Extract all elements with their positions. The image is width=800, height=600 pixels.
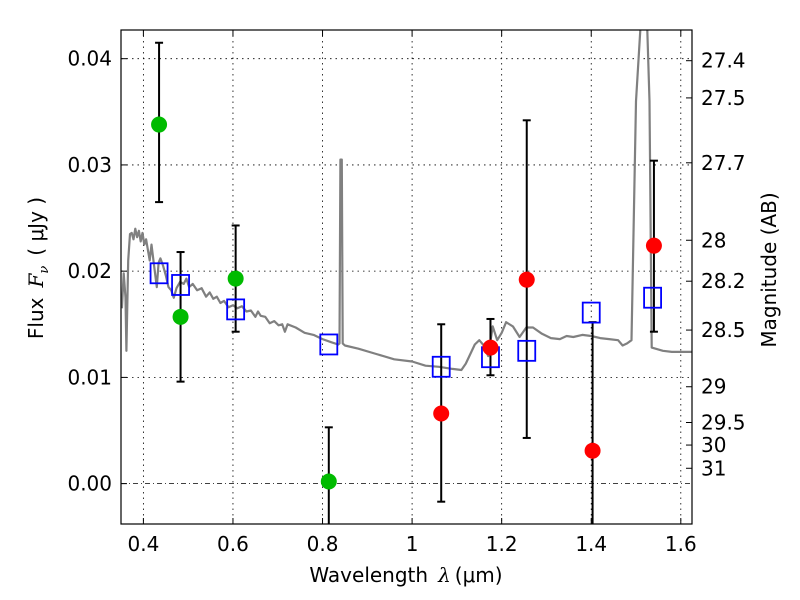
x-tick-label: 0.6 — [217, 532, 249, 556]
y2-tick-label: 28.2 — [701, 269, 746, 293]
observed-optical-point — [320, 473, 337, 490]
y2-tick-label: 27.4 — [701, 49, 746, 73]
y2-tick-label: 28 — [701, 228, 726, 252]
observed-optical-point — [151, 116, 168, 133]
spectrum-line — [121, 30, 692, 372]
observed-infrared-point — [518, 271, 535, 288]
observed-infrared-point — [645, 237, 662, 254]
y-tick-label: 0.04 — [67, 47, 112, 71]
observed-infrared-point — [433, 405, 450, 422]
model-photometry-square — [581, 301, 601, 324]
model-photometry-square — [171, 274, 190, 296]
observed-points-layer — [151, 116, 662, 490]
x-tick-labels: 0.4 0.6 0.8 1 1.2 1.4 1.6 — [127, 532, 696, 556]
x-tick-label: 0.8 — [307, 532, 339, 556]
y-tick-label: 0.01 — [67, 365, 112, 389]
y-tick-label: 0.02 — [67, 259, 112, 283]
model-photometry-square — [319, 333, 339, 356]
model-spectrum-layer — [121, 30, 692, 372]
y2-tick-label: 27.5 — [701, 86, 746, 110]
model-photometry-square — [226, 298, 246, 321]
model-photometry-square — [643, 286, 662, 309]
y2-tick-label: 30 — [701, 433, 726, 457]
model-photometry-square — [431, 355, 451, 378]
grid-lines — [121, 30, 692, 524]
y2-axis-label: Magnitude (AB) — [757, 192, 781, 347]
observed-infrared-point — [482, 339, 499, 356]
y-axis-label: FluxFν( μJy ) — [24, 197, 52, 339]
plot-frame — [120, 29, 693, 525]
y2-tick-label: 28.5 — [701, 318, 746, 342]
axis-ticks — [121, 30, 692, 524]
observed-optical-point — [172, 308, 189, 325]
x-axis-label: Wavelength λ (μm) — [309, 563, 502, 587]
error-bars-layer — [155, 41, 658, 524]
observed-optical-point — [227, 270, 244, 287]
x-tick-label: 0.4 — [127, 532, 159, 556]
model-photometry-square — [517, 339, 537, 362]
y2-tick-label: 29.5 — [701, 410, 746, 434]
x-tick-label: 1.4 — [575, 532, 607, 556]
y2-tick-label: 29 — [701, 375, 726, 399]
y2-tick-label: 27.7 — [701, 151, 746, 175]
y-tick-label: 0.03 — [67, 153, 112, 177]
observed-infrared-point — [584, 442, 601, 459]
y2-tick-label: 31 — [701, 456, 726, 480]
x-tick-label: 1.2 — [486, 532, 518, 556]
x-tick-label: 1.6 — [665, 532, 697, 556]
y-tick-label: 0.00 — [67, 472, 112, 496]
y-tick-labels: 0.00 0.01 0.02 0.03 0.04 — [67, 47, 112, 496]
model-photometry-square — [149, 262, 169, 285]
x-tick-label: 1 — [406, 532, 419, 556]
